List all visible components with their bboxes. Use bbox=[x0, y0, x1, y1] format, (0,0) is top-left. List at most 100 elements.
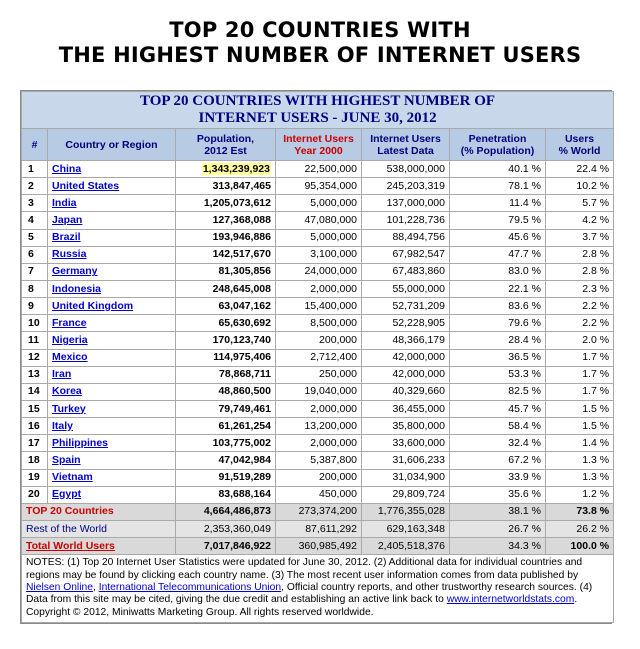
table-row: 6 Russia 142,517,670 3,100,000 67,982,547 47.… bbox=[21, 245, 615, 264]
users-latest-cell: 137,000,000 bbox=[361, 194, 450, 213]
users-latest-cell: 36,455,000 bbox=[361, 399, 450, 419]
country-link[interactable]: Vietnam bbox=[52, 471, 93, 484]
country-cell: Germany bbox=[47, 262, 176, 281]
country-link[interactable]: India bbox=[52, 196, 77, 209]
table-row: 17 Philippines 103,775,002 2,000,000 33,600,… bbox=[21, 434, 615, 453]
table-row: 5 Brazil 193,946,886 5,000,000 88,494,756 45.… bbox=[21, 228, 615, 247]
rank-cell: 20 bbox=[21, 485, 48, 504]
world-share-cell: 22.4 % bbox=[544, 159, 615, 179]
rank-cell: 12 bbox=[21, 348, 48, 367]
internetworldstats-link[interactable]: www.internetworldstats.com bbox=[446, 594, 575, 606]
summary-users-2000: 273,374,200 bbox=[275, 502, 362, 521]
population-cell: 1,205,073,612 bbox=[175, 194, 276, 213]
world-share-cell: 1.3 % bbox=[544, 468, 615, 487]
world-share-cell: 1.2 % bbox=[544, 485, 615, 504]
highlighted-value: 1,343,239,923 bbox=[201, 162, 271, 175]
country-link[interactable]: Indonesia bbox=[52, 282, 102, 295]
table-row: 8 Indonesia 248,645,008 2,000,000 55,000,000… bbox=[21, 279, 615, 299]
summary-penetration: 26.7 % bbox=[449, 519, 546, 539]
penetration-cell: 40.1 % bbox=[449, 159, 546, 179]
table-row: 10 France 65,630,692 8,500,000 52,228,905 79.… bbox=[21, 314, 615, 333]
country-cell: Vietnam bbox=[47, 468, 176, 487]
world-share-cell: 5.7 % bbox=[544, 194, 615, 213]
notes-row: NOTES: (1) Top 20 Internet User Statisti… bbox=[20, 554, 615, 624]
country-link[interactable]: Nigeria bbox=[52, 333, 88, 346]
penetration-cell: 36.5 % bbox=[449, 348, 546, 367]
country-cell: Spain bbox=[47, 451, 176, 470]
country-link[interactable]: Japan bbox=[52, 213, 83, 226]
penetration-cell: 22.1 % bbox=[449, 279, 546, 299]
country-link[interactable]: Philippines bbox=[52, 436, 109, 449]
users-2000-cell: 250,000 bbox=[275, 365, 362, 384]
itu-link[interactable]: International Telecommunications Union bbox=[98, 582, 282, 594]
country-link[interactable]: United States bbox=[52, 179, 120, 192]
country-cell: United Kingdom bbox=[47, 297, 176, 316]
country-cell: United States bbox=[47, 177, 176, 196]
summary-row-total: Total World Users 7,017,846,922 360,985,… bbox=[21, 537, 615, 556]
world-share-cell: 2.2 % bbox=[544, 297, 615, 316]
table-row: 14 Korea 48,860,500 19,040,000 40,329,660 82.… bbox=[21, 382, 615, 401]
world-share-cell: 2.8 % bbox=[544, 262, 615, 281]
total-world-users-link[interactable]: Total World Users bbox=[26, 539, 115, 552]
world-share-cell: 1.5 % bbox=[544, 399, 615, 419]
col-header-penetration: Penetration (% Population) bbox=[449, 128, 546, 161]
summary-penetration: 34.3 % bbox=[449, 537, 546, 556]
country-link[interactable]: France bbox=[52, 316, 87, 329]
population-cell: 78,868,711 bbox=[175, 365, 276, 384]
nielsen-online-link[interactable]: Nielsen Online bbox=[26, 582, 93, 594]
summary-rows: TOP 20 Countries 4,664,486,873 273,374,2… bbox=[20, 502, 615, 624]
users-latest-cell: 40,329,660 bbox=[361, 382, 450, 401]
users-latest-cell: 52,228,905 bbox=[361, 314, 450, 333]
table-title-line-1: TOP 20 COUNTRIES WITH HIGHEST NUMBER OF bbox=[140, 93, 496, 109]
country-link[interactable]: Italy bbox=[52, 419, 74, 432]
country-link[interactable]: China bbox=[52, 162, 82, 175]
country-link[interactable]: Iran bbox=[52, 368, 72, 381]
summary-users-latest: 629,163,348 bbox=[361, 519, 450, 539]
country-link[interactable]: Russia bbox=[52, 248, 87, 261]
country-cell: Egypt bbox=[47, 485, 176, 504]
world-share-cell: 1.7 % bbox=[544, 365, 615, 384]
rank-cell: 16 bbox=[21, 417, 48, 436]
rank-cell: 14 bbox=[21, 382, 48, 401]
population-cell: 47,042,984 bbox=[175, 451, 276, 470]
country-link[interactable]: Korea bbox=[52, 385, 82, 398]
users-latest-cell: 101,228,736 bbox=[361, 211, 450, 230]
penetration-cell: 78.1 % bbox=[449, 177, 546, 196]
world-share-cell: 1.7 % bbox=[544, 382, 615, 401]
rank-cell: 19 bbox=[21, 468, 48, 487]
users-2000-cell: 47,080,000 bbox=[275, 211, 362, 230]
col-header-users-latest: Internet Users Latest Data bbox=[361, 128, 450, 161]
rank-cell: 6 bbox=[21, 245, 48, 264]
country-rows: 1 China 1,343,239,923 22,500,000 538,000,000… bbox=[21, 159, 615, 504]
rank-cell: 2 bbox=[21, 177, 48, 196]
world-share-cell: 3.7 % bbox=[544, 228, 615, 247]
summary-label: Total World Users bbox=[21, 537, 176, 556]
summary-population: 4,664,486,873 bbox=[175, 502, 276, 521]
country-link[interactable]: Brazil bbox=[52, 231, 81, 244]
users-2000-cell: 19,040,000 bbox=[275, 382, 362, 401]
country-cell: France bbox=[47, 314, 176, 333]
country-link[interactable]: United Kingdom bbox=[52, 299, 134, 312]
population-cell: 127,368,088 bbox=[175, 211, 276, 230]
table-row: 4 Japan 127,368,088 47,080,000 101,228,736 79… bbox=[21, 211, 615, 230]
country-link[interactable]: Egypt bbox=[52, 488, 82, 501]
country-link[interactable]: Turkey bbox=[52, 402, 86, 415]
summary-population: 7,017,846,922 bbox=[175, 537, 276, 556]
users-2000-cell: 5,000,000 bbox=[275, 194, 362, 213]
summary-world-share: 100.0 % bbox=[544, 537, 615, 556]
population-cell: 81,305,856 bbox=[175, 262, 276, 281]
country-cell: India bbox=[47, 194, 176, 213]
country-link[interactable]: Germany bbox=[52, 265, 98, 278]
country-link[interactable]: Mexico bbox=[52, 351, 88, 364]
penetration-cell: 11.4 % bbox=[449, 194, 546, 213]
users-2000-cell: 22,500,000 bbox=[275, 159, 362, 179]
population-cell: 63,047,162 bbox=[175, 297, 276, 316]
country-link[interactable]: Spain bbox=[52, 453, 81, 466]
users-latest-cell: 52,731,209 bbox=[361, 297, 450, 316]
table-row: 16 Italy 61,261,254 13,200,000 35,800,000 58.… bbox=[21, 417, 615, 436]
world-share-cell: 2.2 % bbox=[544, 314, 615, 333]
notes-text-3: . bbox=[574, 594, 578, 606]
world-share-cell: 1.5 % bbox=[544, 417, 615, 436]
country-cell: Philippines bbox=[47, 434, 176, 453]
users-latest-cell: 48,366,179 bbox=[361, 331, 450, 350]
